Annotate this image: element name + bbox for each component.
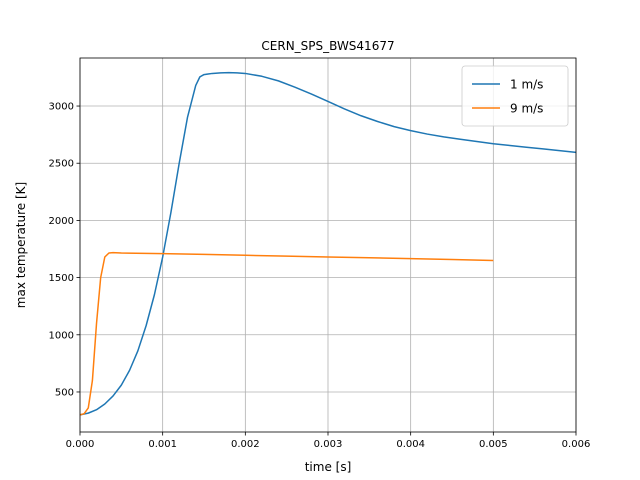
x-tick-label: 0.004 <box>396 439 425 450</box>
legend-label: 9 m/s <box>510 102 543 116</box>
legend-box <box>461 65 569 127</box>
x-tick-label: 0.000 <box>66 439 95 450</box>
y-axis-ticks: 500 1000 1500 2000 2500 3000 <box>49 102 80 398</box>
grid-lines <box>79 58 577 432</box>
x-axis-label: time [s] <box>305 460 352 474</box>
legend-label: 1 m/s <box>510 78 543 92</box>
y-tick-label: 3000 <box>49 102 74 113</box>
chart-title: CERN_SPS_BWS41677 <box>261 39 394 53</box>
y-tick-label: 2500 <box>49 159 74 170</box>
x-tick-label: 0.006 <box>562 439 591 450</box>
y-tick-label: 500 <box>55 387 74 398</box>
series-line-2 <box>79 251 494 416</box>
x-axis-ticks: 0.000 0.001 0.002 0.003 0.004 0.005 0.006 <box>66 432 591 450</box>
y-tick-label: 1500 <box>49 273 74 284</box>
y-tick-label: 1000 <box>49 330 74 341</box>
x-tick-label: 0.003 <box>314 439 343 450</box>
x-tick-label: 0.002 <box>231 439 260 450</box>
y-tick-label: 2000 <box>49 216 74 227</box>
y-axis-label: max temperature [K] <box>14 182 28 308</box>
x-tick-label: 0.005 <box>479 439 508 450</box>
legend: 1 m/s 9 m/s <box>461 65 569 127</box>
series-line-1 <box>79 71 577 416</box>
x-tick-label: 0.001 <box>148 439 177 450</box>
series-lines <box>79 71 577 416</box>
